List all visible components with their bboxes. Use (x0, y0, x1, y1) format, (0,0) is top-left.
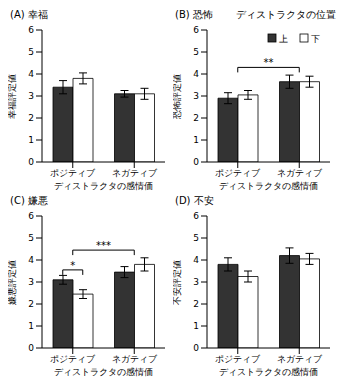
html-text:ディストラクタの感情価: ディストラクタの感情価 (219, 367, 318, 377)
svg-text:2: 2 (193, 299, 199, 309)
svg-text:ネガティブ: ネガティブ (277, 168, 323, 178)
svg-text:5: 5 (28, 47, 34, 57)
svg-text:6: 6 (193, 211, 199, 221)
svg-text:4: 4 (28, 255, 34, 265)
svg-text:6: 6 (28, 25, 34, 35)
svg-text:**: ** (264, 57, 274, 68)
svg-text:不安評定値: 不安評定値 (173, 260, 182, 305)
svg-text:***: *** (96, 240, 111, 251)
svg-text:ネガティブ: ネガティブ (277, 354, 323, 364)
svg-text:恐怖評定値: 恐怖評定値 (173, 74, 182, 120)
svg-text:幸福評定値: 幸福評定値 (8, 74, 17, 119)
svg-text:0: 0 (28, 343, 34, 353)
svg-text:5: 5 (193, 47, 199, 57)
svg-text:0: 0 (193, 343, 199, 353)
svg-text:ポジティブ: ポジティブ (50, 354, 96, 364)
svg-text:1: 1 (28, 321, 34, 331)
svg-text:ポジティブ: ポジティブ (215, 168, 261, 178)
svg-text:*: * (70, 260, 75, 271)
svg-text:3: 3 (28, 91, 34, 101)
svg-text:ネガティブ: ネガティブ (112, 354, 158, 364)
svg-text:ネガティブ: ネガティブ (112, 168, 158, 178)
html-text:(C) 嫌悪: (C) 嫌悪 (10, 195, 48, 206)
svg-text:4: 4 (193, 69, 199, 79)
svg-text:3: 3 (193, 91, 199, 101)
svg-text:2: 2 (28, 113, 34, 123)
svg-text:ポジティブ: ポジティブ (50, 168, 96, 178)
html-text:ディストラクタの位置: ディストラクタの位置 (236, 9, 336, 20)
html-text:ディストラクタの感情価: ディストラクタの感情価 (219, 181, 318, 191)
html-text:ディストラクタの感情価: ディストラクタの感情価 (54, 181, 153, 191)
html-text:(D) 不安: (D) 不安 (175, 195, 214, 206)
svg-text:1: 1 (28, 135, 34, 145)
svg-text:6: 6 (193, 25, 199, 35)
html-text:(A) 幸福: (A) 幸福 (10, 9, 48, 20)
html-text:ディストラクタの感情価: ディストラクタの感情価 (54, 367, 153, 377)
svg-text:1: 1 (193, 321, 199, 331)
svg-text:5: 5 (193, 233, 199, 243)
svg-text:2: 2 (28, 299, 34, 309)
svg-text:1: 1 (193, 135, 199, 145)
svg-text:3: 3 (28, 277, 34, 287)
svg-text:嫌悪評定値: 嫌悪評定値 (8, 260, 17, 305)
svg-text:0: 0 (193, 157, 199, 167)
svg-text:5: 5 (28, 233, 34, 243)
svg-text:6: 6 (28, 211, 34, 221)
svg-text:4: 4 (28, 69, 34, 79)
svg-text:ポジティブ: ポジティブ (215, 354, 261, 364)
svg-text:2: 2 (193, 113, 199, 123)
svg-text:3: 3 (193, 277, 199, 287)
svg-text:4: 4 (193, 255, 199, 265)
html-text:(B) 恐怖: (B) 恐怖 (175, 9, 213, 20)
svg-text:0: 0 (28, 157, 34, 167)
svg-text:上: 上 (279, 34, 288, 44)
svg-text:下: 下 (311, 34, 320, 44)
